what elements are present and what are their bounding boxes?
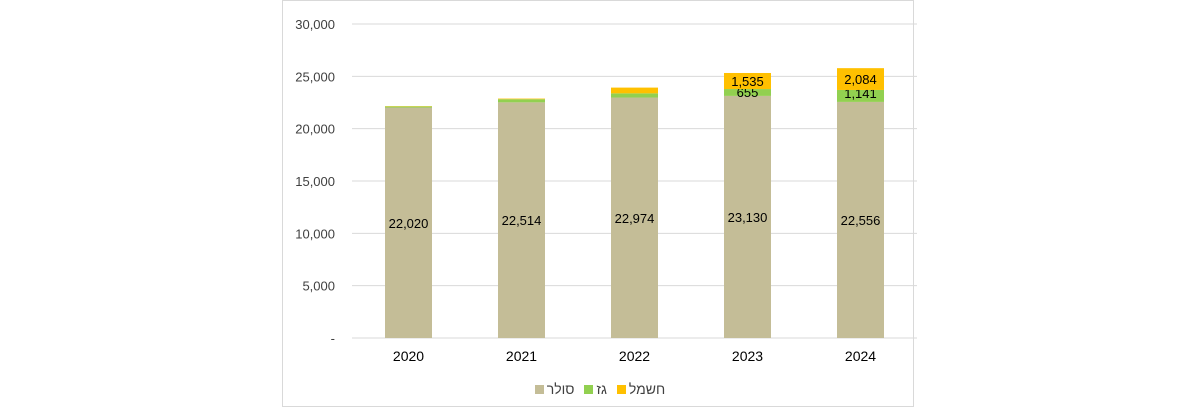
- data-label: 22,556: [841, 213, 881, 228]
- bar-segment: [837, 68, 884, 90]
- bar-segment: [837, 101, 884, 338]
- data-label: 2,084: [844, 72, 877, 87]
- bar-segment: [611, 87, 658, 94]
- bar-segment: [385, 106, 432, 108]
- bar-segment: [724, 89, 771, 96]
- x-tick-label: 2023: [732, 348, 763, 364]
- data-label: 22,020: [389, 216, 429, 231]
- y-tick-label: 10,000: [295, 226, 335, 241]
- y-tick-label: 15,000: [295, 174, 335, 189]
- legend-item-gas: גז: [584, 381, 607, 397]
- x-tick-label: 2021: [506, 348, 537, 364]
- y-tick-label: -: [331, 331, 335, 346]
- data-label: 22,974: [615, 211, 655, 226]
- y-tick-label: 5,000: [302, 279, 335, 294]
- legend: סולר גז חשמל: [0, 381, 1200, 397]
- legend-swatch: [616, 384, 626, 394]
- legend-item-electric: חשמל: [616, 381, 665, 397]
- y-tick-label: 20,000: [295, 122, 335, 137]
- data-label: 23,130: [728, 210, 768, 225]
- bar-segment: [498, 99, 545, 103]
- bar-segment: [724, 72, 771, 90]
- y-tick-label: 25,000: [295, 69, 335, 84]
- legend-item-solar: סולר: [534, 381, 574, 397]
- bar-segment: [611, 93, 658, 98]
- bar-segment: [837, 89, 884, 102]
- bar-segment: [498, 98, 545, 100]
- x-tick-label: 2022: [619, 348, 650, 364]
- chart-frame: [282, 0, 914, 407]
- legend-swatch: [534, 384, 544, 394]
- x-tick-label: 2020: [393, 348, 424, 364]
- data-label: 1,535: [731, 74, 764, 89]
- bar-segment: [498, 102, 545, 338]
- bar-segment: [385, 107, 432, 338]
- data-label: 22,514: [502, 213, 542, 228]
- y-tick-label: 30,000: [295, 17, 335, 32]
- legend-swatch: [584, 384, 594, 394]
- bar-segment: [611, 97, 658, 338]
- bar-segment: [724, 95, 771, 338]
- x-tick-label: 2024: [845, 348, 876, 364]
